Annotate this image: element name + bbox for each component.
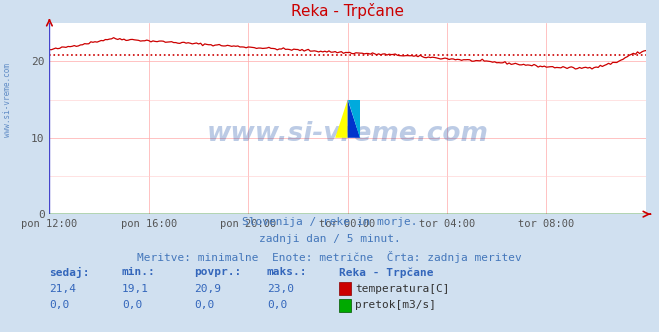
Text: 20,9: 20,9 xyxy=(194,284,221,294)
Text: sedaj:: sedaj: xyxy=(49,267,90,278)
Text: Meritve: minimalne  Enote: metrične  Črta: zadnja meritev: Meritve: minimalne Enote: metrične Črta:… xyxy=(137,251,522,263)
Text: www.si-vreme.com: www.si-vreme.com xyxy=(207,121,488,147)
Polygon shape xyxy=(348,100,360,138)
Text: 0,0: 0,0 xyxy=(267,300,287,310)
Text: temperatura[C]: temperatura[C] xyxy=(355,284,449,294)
Text: 23,0: 23,0 xyxy=(267,284,294,294)
Text: Slovenija / reke in morje.: Slovenija / reke in morje. xyxy=(242,217,417,227)
Text: zadnji dan / 5 minut.: zadnji dan / 5 minut. xyxy=(258,234,401,244)
Text: povpr.:: povpr.: xyxy=(194,267,242,277)
Text: 0,0: 0,0 xyxy=(49,300,70,310)
Text: 0,0: 0,0 xyxy=(194,300,215,310)
Text: pretok[m3/s]: pretok[m3/s] xyxy=(355,300,436,310)
Text: min.:: min.: xyxy=(122,267,156,277)
Text: www.si-vreme.com: www.si-vreme.com xyxy=(3,63,13,136)
Title: Reka - Trpčane: Reka - Trpčane xyxy=(291,3,404,19)
Polygon shape xyxy=(335,100,348,138)
Text: maks.:: maks.: xyxy=(267,267,307,277)
Polygon shape xyxy=(348,100,360,138)
Text: 19,1: 19,1 xyxy=(122,284,149,294)
Text: Reka - Trpčane: Reka - Trpčane xyxy=(339,267,434,278)
Text: 0,0: 0,0 xyxy=(122,300,142,310)
Text: 21,4: 21,4 xyxy=(49,284,76,294)
